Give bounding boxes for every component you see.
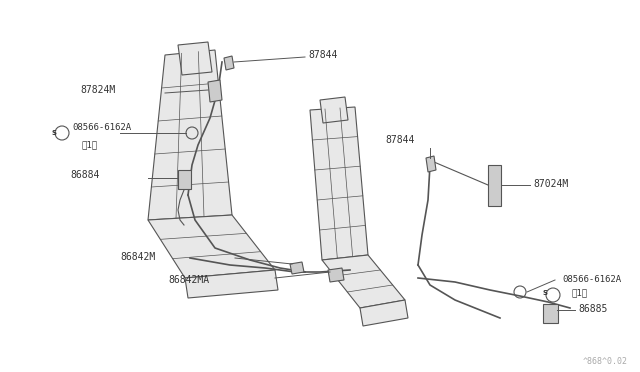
Text: 86842M: 86842M (120, 252, 156, 262)
Polygon shape (328, 268, 344, 282)
Polygon shape (290, 262, 304, 274)
Text: S: S (51, 130, 56, 136)
Polygon shape (185, 270, 278, 298)
Text: 86842MA: 86842MA (168, 275, 209, 285)
FancyBboxPatch shape (543, 304, 557, 323)
Polygon shape (208, 80, 222, 102)
Polygon shape (224, 56, 234, 70)
Text: （1）: （1） (572, 288, 588, 297)
Text: S: S (543, 290, 547, 296)
Text: 87844: 87844 (308, 50, 337, 60)
Text: 87824M: 87824M (80, 85, 115, 95)
Text: （1）: （1） (82, 140, 98, 149)
Text: 87844: 87844 (385, 135, 414, 145)
Text: 08566-6162A: 08566-6162A (562, 275, 621, 284)
Text: ^868^0.02: ^868^0.02 (583, 357, 628, 366)
Polygon shape (310, 107, 368, 260)
Text: 86884: 86884 (70, 170, 99, 180)
FancyBboxPatch shape (177, 170, 191, 189)
FancyBboxPatch shape (488, 164, 500, 205)
Text: 87024M: 87024M (533, 179, 568, 189)
Polygon shape (360, 300, 408, 326)
Text: 08566-6162A: 08566-6162A (72, 123, 131, 132)
Text: 86885: 86885 (578, 304, 607, 314)
Polygon shape (320, 97, 348, 123)
Polygon shape (178, 42, 212, 75)
Polygon shape (322, 255, 405, 308)
Polygon shape (148, 215, 275, 278)
Polygon shape (148, 50, 232, 220)
Polygon shape (426, 156, 436, 172)
